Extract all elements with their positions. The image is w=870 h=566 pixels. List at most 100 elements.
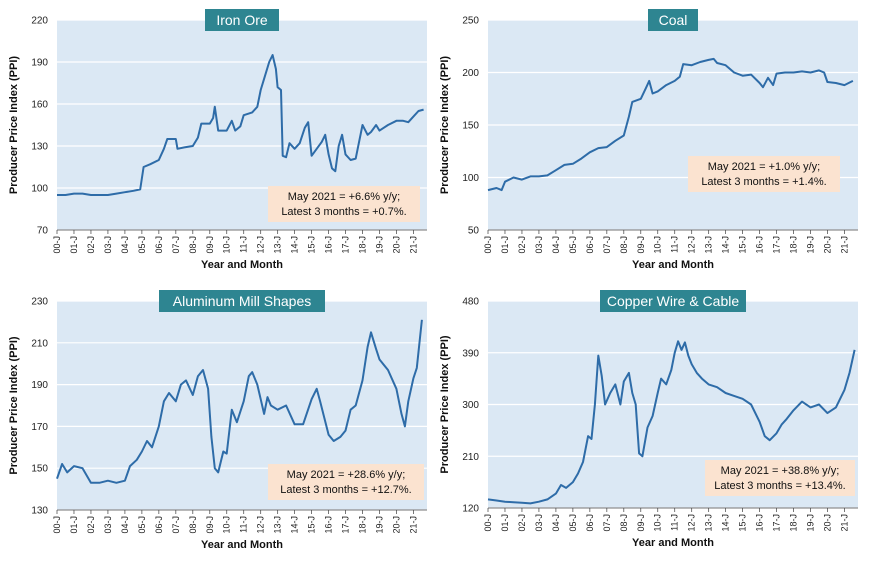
x-tick-label: 18-J <box>789 514 799 532</box>
x-tick-label: 03-J <box>534 514 544 532</box>
x-tick-label: 14-J <box>721 236 731 254</box>
y-axis-label: Producer Price Index (PPI) <box>439 335 451 473</box>
x-tick-label: 13-J <box>273 236 283 254</box>
x-tick-label: 09-J <box>205 516 215 534</box>
y-tick-label: 150 <box>462 121 479 132</box>
y-tick-label: 150 <box>31 464 48 475</box>
y-axis-label: Producer Price Index (PPI) <box>8 336 20 474</box>
annotation-box <box>268 464 424 500</box>
x-tick-label: 04-J <box>551 514 561 532</box>
chart-panel-iron-ore: 70 100 130 160 190 220 00-J 01-J 02-J 03-J 04-J 05-… <box>0 0 435 280</box>
x-tick-label: 08-J <box>619 514 629 532</box>
x-tick-label: 06-J <box>154 516 164 534</box>
x-tick-label: 02-J <box>86 236 96 254</box>
x-tick-label: 01-J <box>500 236 510 254</box>
x-tick-label: 12-J <box>687 514 697 532</box>
chart-panel-aluminum: 130 150 170 190 210 230 00-J 01-J 02-J 03-J 04-J 05… <box>0 281 435 561</box>
x-tick-label: 09-J <box>636 514 646 532</box>
x-tick-label: 19-J <box>374 516 384 534</box>
x-tick-label: 01-J <box>69 236 79 254</box>
x-tick-label: 11-J <box>239 516 249 533</box>
x-tick-label: 05-J <box>137 516 147 534</box>
x-tick-label: 21-J <box>839 514 849 532</box>
x-tick-label: 20-J <box>822 236 832 254</box>
x-tick-label: 10-J <box>222 236 232 254</box>
series-line <box>487 57 854 192</box>
x-tick-label: 04-J <box>551 236 561 254</box>
chart-title: Iron Ore <box>216 12 268 28</box>
x-axis-label: Year and Month <box>632 259 714 271</box>
annotation-box <box>705 460 855 496</box>
x-tick-label: 08-J <box>619 236 629 254</box>
x-tick-label: 08-J <box>188 516 198 534</box>
x-tick-label: 04-J <box>120 236 130 254</box>
y-tick-label: 50 <box>468 226 480 237</box>
y-tick-label: 250 <box>462 16 479 27</box>
x-tick-label: 06-J <box>154 236 164 254</box>
y-tick-label: 100 <box>31 184 48 195</box>
annotation-text: May 2021 = +38.8% y/y; <box>721 465 840 477</box>
y-tick-label: 200 <box>462 68 479 79</box>
x-tick-label: 15-J <box>307 516 317 534</box>
x-tick-label: 20-J <box>391 516 401 534</box>
annotation-box <box>688 156 840 192</box>
x-tick-label: 07-J <box>171 236 181 254</box>
x-tick-label: 04-J <box>120 516 130 534</box>
y-tick-label: 390 <box>462 348 479 359</box>
y-tick-label: 70 <box>37 226 49 237</box>
x-tick-label: 19-J <box>805 514 815 532</box>
y-tick-label: 210 <box>462 452 479 463</box>
x-tick-label: 21-J <box>408 236 418 254</box>
y-axis-label: Producer Price Index (PPI) <box>439 56 451 194</box>
chart-title-box <box>648 9 698 31</box>
x-tick-label: 10-J <box>653 514 663 532</box>
x-tick-label: 13-J <box>704 236 714 254</box>
annotation-text: Latest 3 months = +0.7%. <box>281 206 406 218</box>
x-tick-label: 07-J <box>602 514 612 532</box>
annotation-text: May 2021 = +1.0% y/y; <box>708 161 821 173</box>
x-tick-label: 01-J <box>500 514 510 532</box>
x-tick-label: 17-J <box>772 514 782 532</box>
x-tick-label: 06-J <box>585 236 595 254</box>
series-line <box>56 319 423 484</box>
x-tick-label: 12-J <box>256 236 266 254</box>
x-tick-label: 18-J <box>789 236 799 254</box>
x-tick-label: 09-J <box>205 236 215 254</box>
x-tick-label: 14-J <box>721 514 731 532</box>
y-tick-label: 300 <box>462 400 479 411</box>
chart-title-box <box>159 290 325 312</box>
annotation-text: May 2021 = +6.6% y/y; <box>288 191 401 203</box>
annotation-text: Latest 3 months = +12.7%. <box>280 484 411 496</box>
annotation-text: May 2021 = +28.6% y/y; <box>287 469 406 481</box>
x-tick-label: 14-J <box>290 516 300 534</box>
x-tick-label: 05-J <box>568 514 578 532</box>
x-tick-label: 20-J <box>391 236 401 254</box>
x-tick-label: 15-J <box>738 514 748 532</box>
x-tick-label: 00-J <box>483 514 493 532</box>
x-tick-label: 01-J <box>69 516 79 534</box>
y-tick-label: 230 <box>31 297 48 308</box>
x-tick-label: 02-J <box>517 514 527 532</box>
x-tick-label: 03-J <box>103 236 113 254</box>
x-tick-label: 15-J <box>738 236 748 254</box>
x-tick-label: 07-J <box>171 516 181 534</box>
y-axis-label: Producer Price Index (PPI) <box>8 56 20 194</box>
x-tick-label: 03-J <box>534 236 544 254</box>
x-tick-label: 20-J <box>822 514 832 532</box>
x-tick-label: 15-J <box>307 236 317 254</box>
x-tick-label: 17-J <box>341 516 351 534</box>
annotation-box <box>268 186 420 222</box>
chart-title-box <box>600 290 746 312</box>
x-tick-label: 13-J <box>704 514 714 532</box>
x-tick-label: 21-J <box>408 516 418 534</box>
x-tick-label: 10-J <box>653 236 663 254</box>
x-tick-label: 08-J <box>188 236 198 254</box>
y-tick-label: 100 <box>462 173 479 184</box>
chart-aluminum-mill-shapes: 130 150 170 190 210 230 00-J 01-J 02-J 03-J 04-J 05… <box>8 290 427 551</box>
x-tick-label: 14-J <box>290 236 300 254</box>
chart-panel-copper: 120 210 300 390 480 00-J 01-J 02-J 03-J 04-J 05-J 0… <box>435 281 870 561</box>
x-tick-label: 19-J <box>805 236 815 254</box>
y-tick-label: 120 <box>462 504 479 515</box>
x-tick-label: 11-J <box>239 236 249 253</box>
x-axis-label: Year and Month <box>201 539 283 551</box>
